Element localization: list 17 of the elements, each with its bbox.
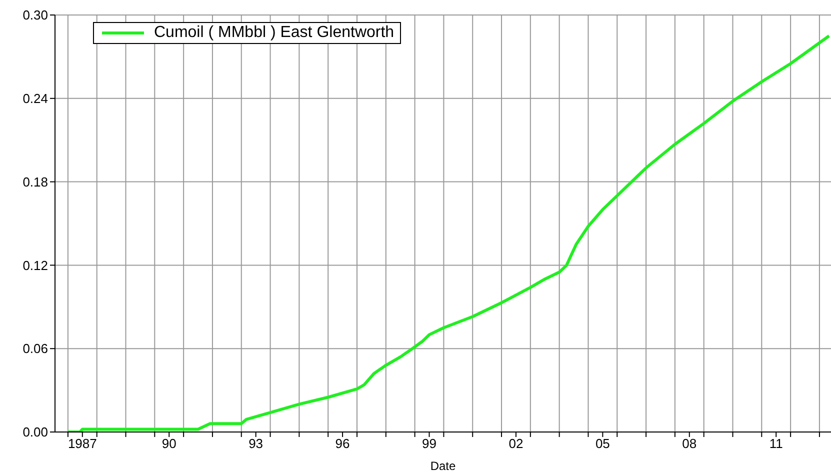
x-tick-label: 02 (508, 436, 524, 452)
x-tick-label: 08 (682, 436, 697, 452)
y-tick-label: 0.30 (22, 8, 48, 23)
x-tick-label: 93 (248, 436, 264, 452)
x-tick-label: 05 (595, 436, 610, 452)
y-tick-label: 0.24 (22, 91, 48, 106)
y-tick-label: 0.18 (22, 174, 48, 190)
x-tick-label: 99 (422, 436, 436, 452)
x-tick-label: 90 (162, 436, 176, 452)
x-tick-label: 1987 (68, 436, 97, 452)
y-tick-label: 0.12 (22, 258, 48, 273)
x-axis-title: Date (430, 459, 456, 473)
y-tick-label: 0.06 (22, 341, 48, 356)
y-tick-label: 0.00 (22, 424, 48, 440)
x-tick-label: 96 (335, 436, 350, 452)
legend-label: Cumoil ( MMbbl ) East Glentworth (154, 24, 394, 42)
x-tick-label: 11 (769, 436, 783, 452)
